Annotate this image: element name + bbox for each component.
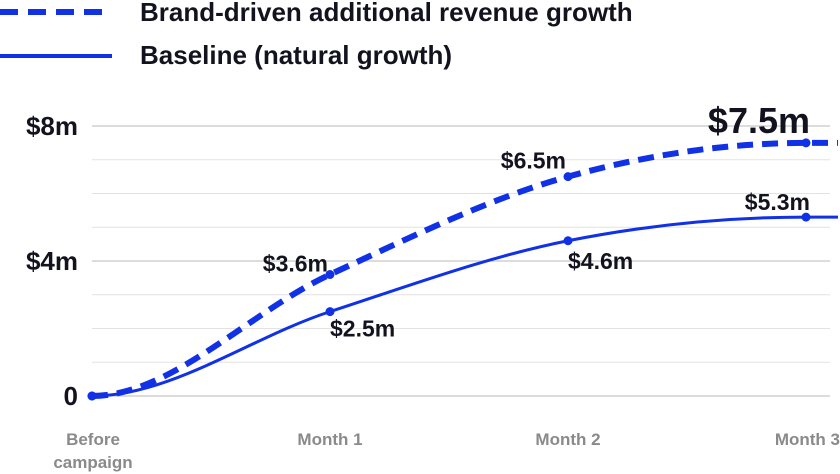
- data-point: [325, 270, 335, 279]
- data-point: [87, 391, 97, 401]
- data-point: [563, 236, 573, 246]
- baseline-line: [91, 215, 838, 398]
- data-label: $2.5m: [330, 316, 395, 342]
- data-points: [87, 138, 811, 401]
- series-lines: [91, 139, 838, 399]
- data-label: $4.6m: [568, 248, 633, 274]
- data-label: $6.5m: [501, 148, 566, 174]
- y-tick-label: 0: [64, 381, 78, 411]
- data-label: $3.6m: [263, 251, 328, 277]
- legend-label-brand: Brand-driven additional revenue growth: [140, 0, 633, 27]
- x-tick-label: Before: [66, 430, 120, 449]
- y-tick-label: $8m: [26, 111, 78, 141]
- x-tick-label: Month 2: [535, 430, 600, 449]
- x-axis-ticks: Before campaign Month 1 Month 2 Month 3: [53, 430, 840, 472]
- x-tick-label: Month 3: [775, 430, 840, 449]
- legend-label-baseline: Baseline (natural growth): [140, 40, 452, 70]
- data-point: [563, 172, 573, 182]
- data-label: $7.5m: [708, 100, 810, 141]
- data-point: [801, 212, 811, 222]
- x-tick-label: Month 1: [297, 430, 362, 449]
- brand-revenue-line: [91, 139, 838, 399]
- y-axis-ticks: 0 $4m $8m: [26, 111, 78, 411]
- gridlines: [92, 125, 830, 397]
- data-point: [325, 307, 335, 317]
- data-point: [801, 138, 811, 148]
- x-tick-label: campaign: [53, 453, 132, 472]
- data-labels: $3.6m $6.5m $7.5m $2.5m $4.6m $5.3m: [263, 100, 810, 342]
- y-tick-label: $4m: [26, 246, 78, 276]
- legend: Brand-driven additional revenue growth B…: [0, 0, 633, 70]
- data-label: $5.3m: [745, 189, 810, 215]
